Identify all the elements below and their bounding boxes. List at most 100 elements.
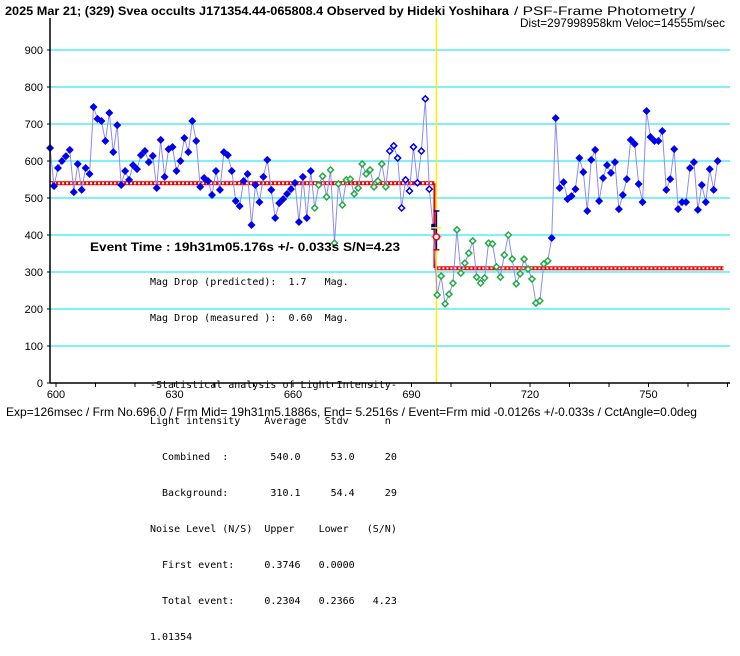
data-point — [421, 94, 430, 103]
data-point — [259, 172, 268, 181]
data-point — [53, 164, 62, 173]
x-tick-label: 690 — [402, 389, 420, 401]
data-point — [662, 185, 671, 194]
data-point — [713, 157, 722, 165]
data-point — [346, 175, 355, 184]
data-point — [551, 114, 560, 123]
x-tick-label: 720 — [521, 389, 539, 401]
stats-background-row: Background: 310.1 54.4 29 — [150, 488, 397, 499]
data-point-event — [431, 223, 436, 230]
data-point — [523, 264, 533, 274]
data-point — [144, 158, 153, 167]
data-point — [306, 166, 315, 175]
subtitle: Dist=297998958km Veloc=14555m/sec — [520, 16, 725, 30]
data-point — [176, 157, 185, 165]
data-point — [437, 272, 446, 281]
data-point — [354, 183, 363, 193]
data-point — [689, 158, 698, 167]
ratio-value: 1.01354 — [150, 632, 193, 643]
data-point — [685, 164, 694, 173]
data-point — [670, 145, 679, 154]
data-point — [452, 225, 461, 234]
data-point — [338, 200, 347, 210]
data-point — [152, 184, 161, 193]
data-point — [283, 189, 292, 198]
data-point — [322, 192, 331, 201]
data-point — [73, 159, 82, 168]
light-curve-chart: 0 100 200 300 400 500 600 700 800 900 600 630 660 690… — [5, 4, 730, 419]
data-point — [263, 155, 272, 164]
data-point — [275, 199, 284, 208]
x-tick-label: 630 — [165, 389, 183, 401]
data-point — [567, 192, 576, 201]
stats-header-row: Light intensity Average Stdv n — [150, 416, 391, 427]
data-point — [109, 148, 118, 157]
data-point — [448, 279, 458, 288]
x-tick-label: 750 — [639, 389, 657, 401]
data-point — [121, 166, 130, 175]
data-point — [89, 102, 98, 111]
data-point — [512, 279, 521, 288]
stats-heading: -Statistical analysis of Light Intensity… — [150, 380, 397, 391]
data-point — [646, 132, 655, 141]
data-point — [105, 108, 114, 117]
y-tick-label: 200 — [25, 304, 43, 316]
data-point — [334, 179, 343, 189]
data-point — [638, 198, 647, 207]
data-point — [535, 296, 544, 305]
data-point — [618, 191, 627, 200]
data-point — [148, 151, 157, 160]
data-point — [113, 121, 122, 130]
event-marker-circle — [432, 233, 441, 241]
data-point — [330, 239, 339, 248]
data-point — [358, 159, 367, 169]
data-point — [543, 256, 552, 265]
data-point — [302, 213, 311, 222]
data-point — [425, 185, 434, 194]
data-point — [373, 176, 382, 186]
data-point — [318, 172, 327, 181]
data-point — [468, 236, 477, 245]
data-point — [705, 165, 714, 174]
data-point — [626, 135, 635, 144]
data-point — [251, 181, 260, 190]
data-point — [417, 146, 426, 156]
data-point — [136, 151, 145, 160]
data-point — [326, 165, 335, 174]
data-point — [160, 172, 169, 181]
data-point — [480, 273, 489, 282]
data-point — [682, 198, 691, 207]
y-tick-label: 300 — [25, 267, 43, 279]
data-point — [235, 202, 244, 211]
data-point — [140, 147, 149, 156]
data-point — [184, 148, 193, 157]
data-point — [456, 269, 465, 278]
data-point — [365, 165, 375, 174]
data-point — [204, 176, 213, 185]
data-point — [85, 169, 94, 178]
event-marker — [431, 210, 442, 251]
data-point — [634, 179, 643, 188]
data-point — [247, 221, 256, 230]
x-tick-label: 600 — [47, 389, 65, 401]
y-tick-label: 600 — [25, 156, 43, 168]
data-point — [117, 181, 126, 190]
data-point — [559, 178, 568, 187]
data-point — [61, 152, 70, 161]
data-point — [239, 176, 248, 185]
noise-total-event-row: Total event: 0.2304 0.2366 4.23 — [150, 596, 397, 607]
data-point — [654, 137, 663, 146]
data-point — [290, 178, 299, 187]
data-point — [527, 274, 537, 284]
data-point — [610, 158, 619, 167]
data-point — [444, 290, 454, 299]
title: 2025 Mar 21; (329) Svea occults J171354.… — [5, 4, 509, 18]
data-point — [409, 142, 418, 152]
data-point — [381, 182, 390, 191]
data-point — [77, 185, 86, 194]
data-point — [377, 159, 386, 169]
data-point — [69, 188, 78, 197]
data-point — [599, 174, 608, 183]
data-point — [642, 107, 651, 116]
data-point — [385, 146, 394, 156]
